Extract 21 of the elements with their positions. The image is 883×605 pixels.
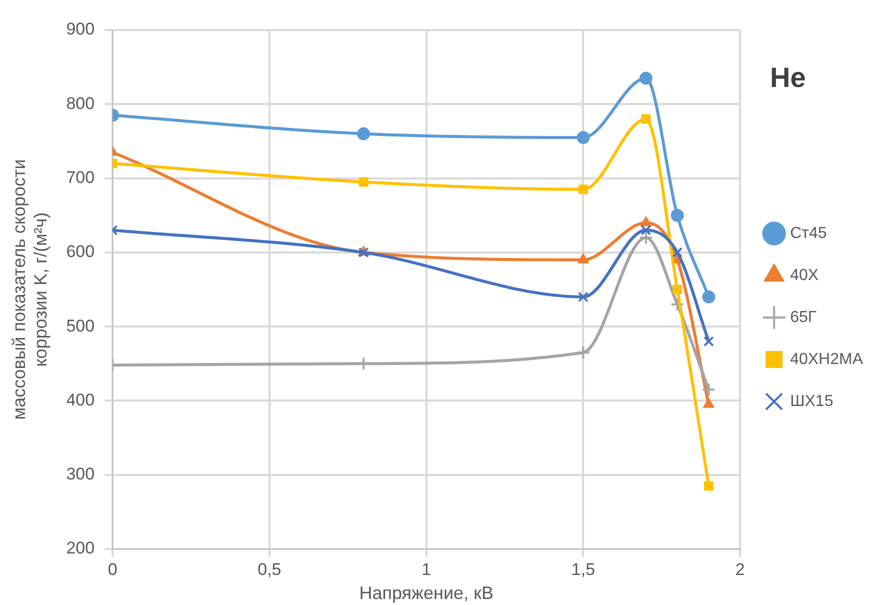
y-tick-label: 400 — [66, 390, 95, 410]
x-tick-label: 0 — [108, 560, 118, 579]
x-tick-label: 1 — [422, 560, 432, 579]
x-axis-title: Напряжение, кВ — [359, 583, 494, 604]
x-tick-label: 0,5 — [258, 560, 282, 579]
y-tick-label: 900 — [66, 20, 95, 39]
legend-label: 40Х — [790, 266, 819, 284]
y-tick-label: 700 — [66, 168, 95, 187]
y-tick-label: 500 — [66, 316, 95, 336]
y-axis-title: массовый показатель скорости коррозии K, г/(м²ч) — [8, 159, 50, 420]
x-tick-label: 1,5 — [571, 560, 596, 579]
legend-label: 40ХН2МА — [790, 350, 864, 368]
legend-label: 65Г — [790, 308, 817, 326]
x-tick-label: 2 — [735, 560, 745, 579]
y-tick-label: 300 — [66, 464, 95, 484]
y-tick-label: 800 — [66, 94, 95, 113]
y-tick-label: 200 — [66, 538, 95, 558]
text: He — [770, 62, 806, 94]
y-tick-label: 600 — [66, 242, 95, 262]
legend-label: Ст45 — [790, 224, 827, 242]
legend-label: ШХ15 — [790, 392, 834, 410]
